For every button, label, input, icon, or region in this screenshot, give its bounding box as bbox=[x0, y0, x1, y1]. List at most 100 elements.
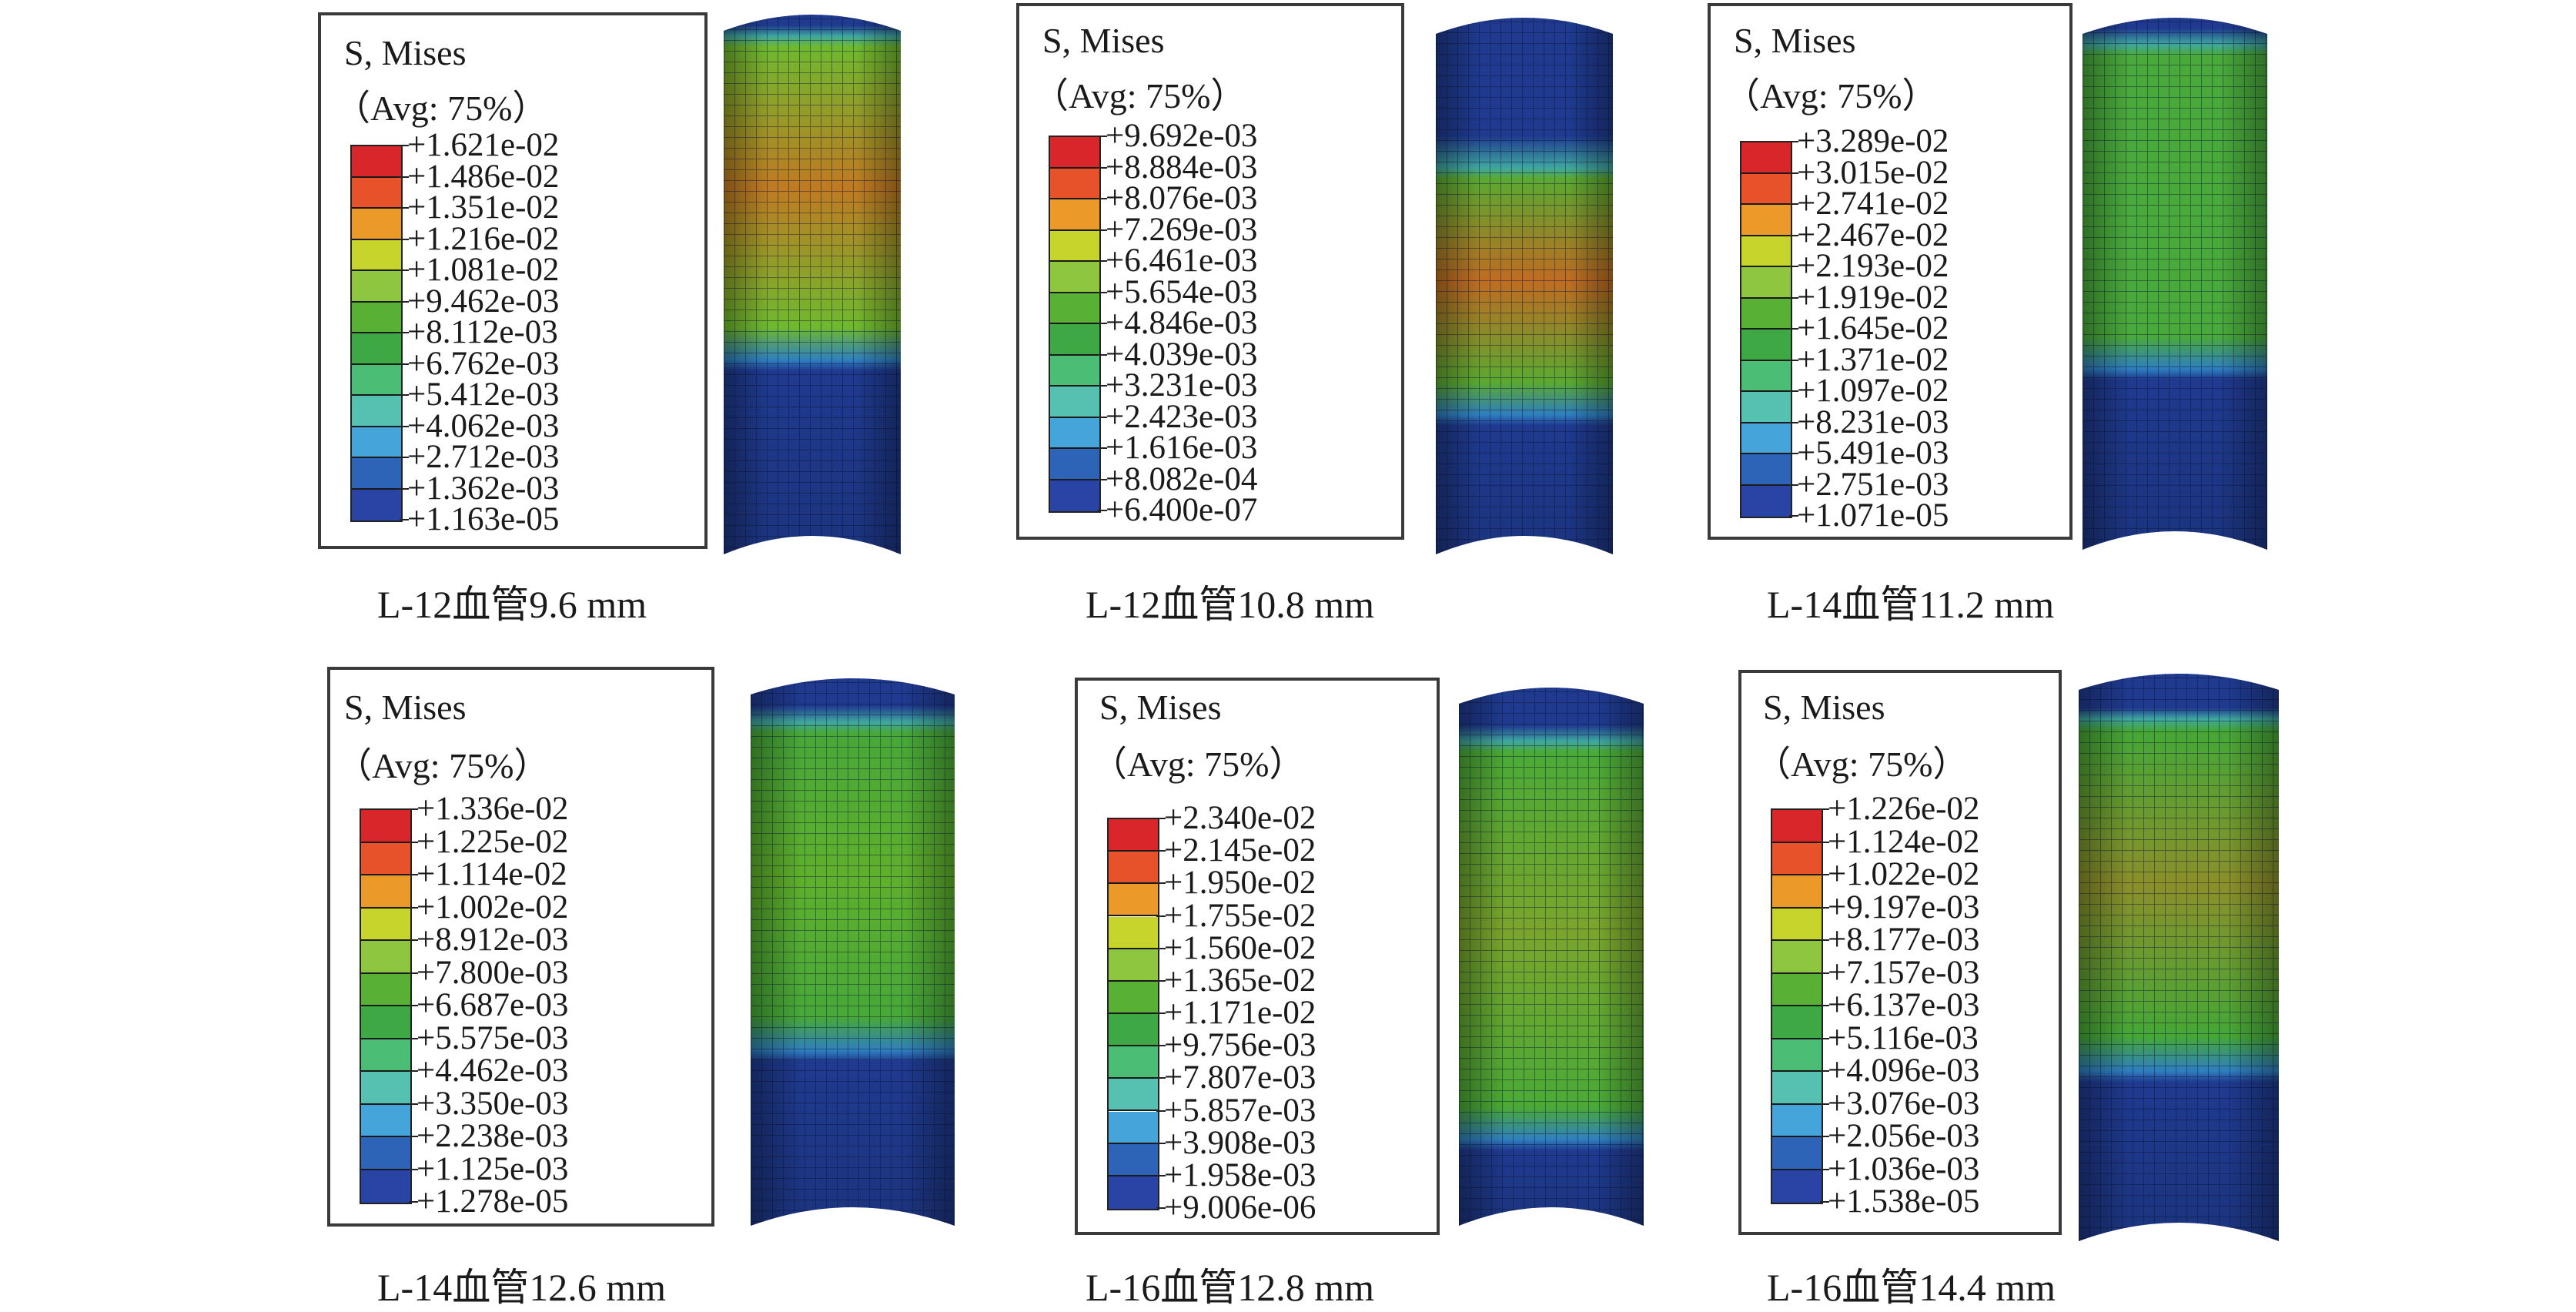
scale-tick bbox=[400, 363, 409, 365]
scale-tick bbox=[1098, 478, 1107, 480]
scale-label: +4.096e-03 bbox=[1828, 1053, 1980, 1089]
color-swatch bbox=[1772, 842, 1822, 875]
color-swatch bbox=[361, 842, 410, 875]
color-swatch bbox=[1109, 916, 1158, 949]
color-swatch bbox=[1109, 1079, 1158, 1112]
color-swatch bbox=[1741, 423, 1791, 454]
scale-label: +1.351e-02 bbox=[407, 189, 560, 226]
color-swatch bbox=[1050, 417, 1099, 449]
scale-tick bbox=[1156, 850, 1166, 852]
scale-tick bbox=[1098, 136, 1107, 137]
scale-label: +5.857e-03 bbox=[1164, 1092, 1316, 1129]
color-swatch bbox=[1772, 973, 1822, 1006]
color-swatch bbox=[361, 1006, 410, 1039]
legend-title: S, Mises bbox=[344, 688, 467, 727]
color-swatch bbox=[1050, 262, 1099, 293]
scale-label: +1.486e-02 bbox=[407, 158, 560, 195]
vessel-mesh-svg bbox=[1436, 18, 1613, 554]
scale-tick bbox=[400, 457, 409, 458]
legend-title: S, Mises bbox=[344, 33, 467, 72]
color-swatch bbox=[1741, 236, 1791, 267]
scale-tick bbox=[409, 1070, 418, 1072]
color-swatch bbox=[1772, 941, 1822, 974]
scale-label: +1.645e-02 bbox=[1797, 310, 1949, 346]
color-swatch bbox=[361, 1104, 410, 1137]
color-swatch bbox=[352, 333, 401, 365]
scale-tick bbox=[1820, 972, 1829, 974]
color-swatch bbox=[352, 177, 401, 209]
color-swatch bbox=[1772, 1137, 1822, 1170]
scale-tick bbox=[1156, 947, 1166, 949]
scale-label: +1.163e-05 bbox=[407, 501, 560, 537]
scale-tick bbox=[409, 808, 418, 810]
color-swatch bbox=[1772, 810, 1822, 843]
vessel-stress-render bbox=[751, 671, 955, 1226]
scale-label: +1.755e-02 bbox=[1164, 897, 1316, 934]
scale-tick bbox=[1098, 291, 1107, 293]
color-swatch bbox=[1109, 1176, 1158, 1209]
scale-label: +1.114e-02 bbox=[417, 856, 567, 892]
legend-avg-note: （Avg: 75%） bbox=[336, 746, 550, 785]
scale-tick bbox=[1156, 915, 1166, 917]
legend-box: S, Mises （Avg: 75%） +2.340e-02 +2.145e-02… bbox=[1075, 678, 1440, 1235]
scale-label: +1.002e-02 bbox=[417, 889, 569, 925]
scale-tick bbox=[1820, 906, 1829, 909]
scale-tick bbox=[1820, 841, 1829, 843]
scale-label: +9.197e-03 bbox=[1828, 889, 1980, 925]
vessel-stress-render bbox=[2083, 11, 2267, 550]
scale-label: +1.371e-02 bbox=[1797, 341, 1949, 378]
scale-label: +7.807e-03 bbox=[1164, 1059, 1316, 1096]
scale-label: +7.157e-03 bbox=[1828, 954, 1980, 991]
scale-tick bbox=[409, 1168, 418, 1170]
color-swatch bbox=[1741, 485, 1791, 517]
legend-box: S, Mises （Avg: 75%） +9.692e-03 +8.884e-03… bbox=[1016, 3, 1404, 540]
scale-tick bbox=[400, 332, 409, 333]
legend-avg-note: （Avg: 75%） bbox=[1033, 76, 1246, 115]
scale-label: +1.919e-02 bbox=[1797, 279, 1949, 316]
scale-tick bbox=[1098, 385, 1107, 387]
scale-label: +1.071e-05 bbox=[1797, 497, 1949, 534]
color-bar bbox=[1771, 808, 1823, 1204]
vessel-mesh-svg bbox=[1459, 688, 1644, 1226]
scale-label: +5.116e-03 bbox=[1828, 1019, 1979, 1056]
scale-tick bbox=[1156, 1207, 1166, 1209]
scale-tick bbox=[1789, 453, 1798, 454]
scale-tick bbox=[1789, 515, 1798, 517]
scale-label: +5.491e-03 bbox=[1797, 435, 1949, 471]
vessel-stress-render bbox=[2079, 667, 2279, 1241]
legend-avg-note: （Avg: 75%） bbox=[1755, 745, 1969, 784]
color-swatch bbox=[1741, 392, 1791, 423]
scale-tick bbox=[1098, 416, 1107, 418]
legend-box: S, Mises （Avg: 75%） +1.621e-02 +1.486e-02… bbox=[318, 12, 708, 549]
scale-label: +1.621e-02 bbox=[407, 127, 560, 163]
scale-tick bbox=[409, 939, 418, 941]
scale-label: +1.362e-03 bbox=[407, 470, 560, 507]
vessel-shading bbox=[751, 678, 955, 1226]
scale-tick bbox=[1156, 1142, 1166, 1144]
scale-tick bbox=[1098, 353, 1107, 356]
scale-label: +6.137e-03 bbox=[1828, 987, 1980, 1023]
scale-tick bbox=[1156, 1077, 1166, 1079]
scale-label: +1.950e-02 bbox=[1164, 865, 1316, 902]
scale-tick bbox=[409, 1037, 418, 1039]
scale-label: +2.751e-03 bbox=[1797, 466, 1949, 503]
scale-tick bbox=[409, 841, 418, 843]
color-swatch bbox=[1741, 205, 1791, 236]
color-swatch bbox=[352, 427, 401, 458]
scale-tick bbox=[1789, 359, 1798, 361]
scale-tick bbox=[400, 238, 409, 240]
scale-label: +1.022e-02 bbox=[1828, 856, 1980, 892]
scale-tick bbox=[409, 1005, 418, 1006]
scale-label: +2.423e-03 bbox=[1106, 398, 1258, 435]
color-swatch bbox=[361, 1039, 410, 1072]
color-bar bbox=[1740, 141, 1792, 518]
vessel-stress-render bbox=[724, 8, 901, 554]
vessel-shading bbox=[1459, 688, 1644, 1226]
vessel-mesh-svg bbox=[2083, 18, 2267, 550]
scale-tick bbox=[1820, 1070, 1829, 1072]
color-swatch bbox=[352, 302, 401, 333]
scale-tick bbox=[1789, 484, 1798, 486]
scale-label: +5.575e-03 bbox=[417, 1019, 569, 1056]
scale-tick bbox=[1820, 1103, 1829, 1105]
scale-label: +1.278e-05 bbox=[417, 1183, 569, 1220]
